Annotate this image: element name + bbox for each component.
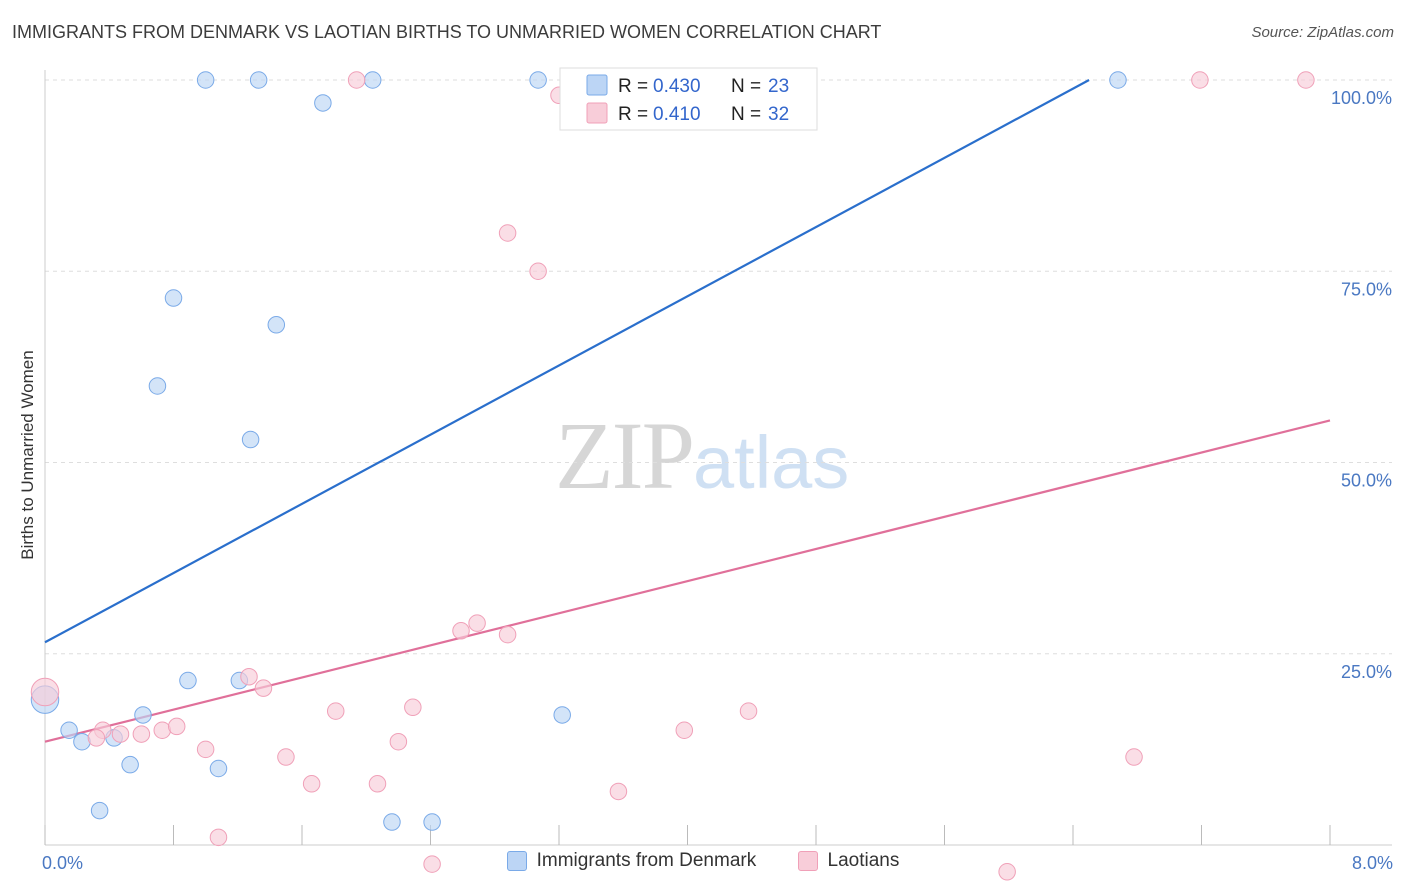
- point-laotians-1: [1191, 71, 1209, 89]
- point-laotians-9: [30, 677, 60, 707]
- stats-r-value-laotians: 0.410: [653, 104, 701, 125]
- legend-swatch-denmark: [506, 851, 527, 871]
- y-tick-label-25: 25.0%: [1341, 662, 1392, 682]
- stats-box: R = 0.430 N = 23 R = 0.410 N = 32: [559, 67, 818, 131]
- stats-n-value-denmark: 23: [768, 76, 789, 97]
- point-denmark-9: [241, 430, 260, 449]
- point-laotians-29: [209, 828, 228, 847]
- point-laotians-27: [368, 775, 387, 793]
- legend-label-laotians: Laotians: [827, 850, 900, 871]
- axes: [44, 70, 1392, 846]
- point-denmark-15: [179, 671, 197, 690]
- y-tick-label-75: 75.0%: [1341, 279, 1392, 299]
- x-tick-label-min: 0.0%: [42, 853, 83, 873]
- source-label: Source: ZipAtlas.com: [1251, 24, 1394, 41]
- stats-swatch-laotians: [586, 102, 608, 124]
- point-denmark-7: [267, 316, 286, 334]
- point-denmark-2: [363, 71, 382, 89]
- x-tick-label-max: 8.0%: [1352, 853, 1393, 873]
- stats-r-value-denmark: 0.430: [653, 76, 701, 97]
- point-laotians-16: [132, 725, 151, 743]
- point-laotians-14: [739, 702, 758, 720]
- point-laotians-7: [452, 622, 470, 640]
- point-denmark-4: [1109, 71, 1127, 89]
- point-denmark-18: [121, 755, 139, 774]
- point-denmark-11: [60, 721, 78, 739]
- trend-lines: [44, 79, 1331, 743]
- point-laotians-8: [498, 625, 517, 644]
- point-laotians-17: [153, 721, 172, 739]
- point-laotians-23: [196, 740, 215, 759]
- legend: Immigrants from Denmark Laotians: [0, 850, 1406, 877]
- point-laotians-6: [468, 614, 486, 632]
- stats-n-value-laotians: 32: [768, 104, 789, 125]
- stats-r-label-laotians: R =: [618, 104, 648, 125]
- stats-n-label-laotians: N =: [731, 104, 761, 125]
- point-laotians-0: [347, 71, 366, 89]
- point-laotians-26: [302, 775, 321, 793]
- point-denmark-14: [134, 706, 152, 724]
- point-denmark-3: [529, 71, 547, 89]
- trend-line-laotians: [44, 419, 1331, 743]
- point-laotians-28: [609, 782, 628, 801]
- watermark-zip: ZIP: [555, 402, 695, 509]
- point-laotians-25: [1125, 748, 1143, 766]
- point-laotians-24: [277, 748, 295, 766]
- stats-r-label-denmark: R =: [618, 76, 648, 97]
- point-laotians-19: [111, 725, 130, 743]
- point-denmark-12: [73, 732, 91, 751]
- data-points: [30, 71, 1315, 881]
- y-tick-label-100: 100.0%: [1331, 88, 1392, 108]
- point-denmark-6: [164, 289, 183, 307]
- point-denmark-0: [196, 71, 215, 89]
- trend-line-denmark: [44, 79, 1090, 644]
- stats-n-label-denmark: N =: [731, 76, 761, 97]
- point-denmark-8: [148, 377, 167, 395]
- point-denmark-17: [553, 706, 571, 724]
- point-denmark-20: [209, 759, 228, 778]
- point-denmark-21: [383, 813, 401, 831]
- point-laotians-21: [389, 732, 408, 751]
- point-laotians-30: [423, 855, 441, 873]
- point-denmark-19: [90, 801, 109, 820]
- legend-item-denmark: Immigrants from Denmark: [506, 850, 757, 872]
- stats-swatch-denmark: [586, 74, 608, 96]
- tick-labels: 25.0% 50.0% 75.0% 100.0% 0.0% 8.0%: [42, 88, 1393, 873]
- chart-title: IMMIGRANTS FROM DENMARK VS LAOTIAN BIRTH…: [12, 22, 882, 42]
- point-laotians-11: [254, 679, 273, 697]
- point-laotians-12: [404, 698, 422, 717]
- point-laotians-2: [1297, 71, 1315, 89]
- point-laotians-13: [326, 702, 345, 720]
- legend-label-denmark: Immigrants from Denmark: [536, 850, 757, 871]
- y-tick-label-50: 50.0%: [1341, 471, 1392, 491]
- point-laotians-22: [675, 721, 694, 739]
- point-denmark-22: [423, 813, 441, 831]
- point-laotians-20: [87, 729, 106, 747]
- grid: [45, 79, 1392, 655]
- point-laotians-5: [529, 262, 547, 280]
- point-denmark-5: [314, 94, 332, 112]
- point-laotians-4: [498, 224, 517, 242]
- point-denmark-1: [249, 71, 268, 89]
- point-laotians-18: [167, 717, 186, 736]
- legend-swatch-laotians: [797, 851, 818, 871]
- point-laotians-10: [240, 667, 258, 686]
- legend-item-laotians: Laotians: [797, 850, 900, 872]
- point-laotians-31: [998, 863, 1016, 881]
